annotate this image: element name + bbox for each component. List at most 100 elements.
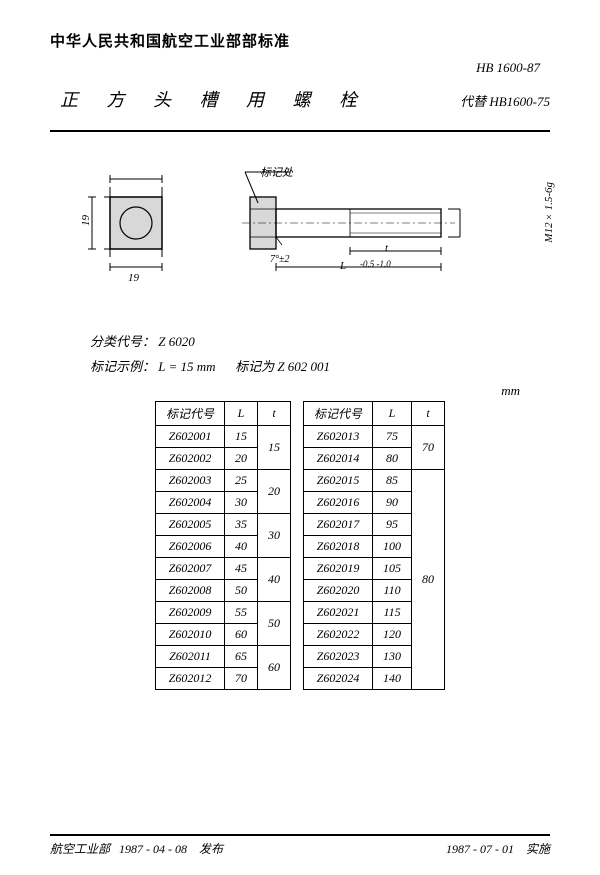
spec-table-right: 标记代号LtZ6020137570Z60201480Z6020158580Z60… [303, 401, 445, 690]
unit-label: mm [50, 383, 520, 399]
cell-l: 65 [225, 646, 258, 668]
class-label: 分类代号： [90, 334, 155, 349]
cell-l: 50 [225, 580, 258, 602]
footer-issue-word: 发布 [199, 842, 223, 856]
cell-code: Z602002 [155, 448, 224, 470]
table-row: Z6020158580 [304, 470, 445, 492]
cell-t: 80 [412, 470, 445, 690]
meta-block: 分类代号： Z 6020 标记示例： L = 15 mm 标记为 Z 602 0… [90, 330, 550, 379]
cell-code: Z602021 [304, 602, 373, 624]
replaces-label: 代替 [460, 94, 486, 109]
cell-code: Z602017 [304, 514, 373, 536]
cell-code: Z602004 [155, 492, 224, 514]
dim-t: t [385, 242, 388, 254]
table-row: Z6020095550 [155, 602, 290, 624]
cell-l: 110 [373, 580, 412, 602]
cell-code: Z602014 [304, 448, 373, 470]
cell-l: 15 [225, 426, 258, 448]
cell-t: 20 [258, 470, 291, 514]
table-row: Z6020032520 [155, 470, 290, 492]
class-code: Z 6020 [158, 334, 194, 349]
cell-l: 130 [373, 646, 412, 668]
table-row: Z6020053530 [155, 514, 290, 536]
cell-l: 85 [373, 470, 412, 492]
cell-code: Z602024 [304, 668, 373, 690]
cell-code: Z602018 [304, 536, 373, 558]
spec-table-left: 标记代号LtZ6020011515Z60200220Z6020032520Z60… [155, 401, 291, 690]
cell-l: 120 [373, 624, 412, 646]
cell-code: Z602022 [304, 624, 373, 646]
cell-code: Z602011 [155, 646, 224, 668]
cell-l: 20 [225, 448, 258, 470]
example-mark: 标记为 Z 602 001 [235, 359, 330, 374]
cell-l: 75 [373, 426, 412, 448]
table-row: Z6020116560 [155, 646, 290, 668]
footer-issuer: 航空工业部 [50, 842, 110, 856]
standard-code: HB 1600-87 [476, 60, 540, 76]
dim-l-tol: -0.5 -1.0 [360, 260, 391, 268]
col-header: L [225, 402, 258, 426]
replaces: 代替 HB1600-75 [460, 91, 550, 110]
spec-tables: 标记代号LtZ6020011515Z60200220Z6020032520Z60… [50, 401, 550, 690]
footer-impl-date: 1987 - 07 - 01 [446, 842, 514, 856]
cell-t: 40 [258, 558, 291, 602]
cell-code: Z602016 [304, 492, 373, 514]
cell-l: 45 [225, 558, 258, 580]
cell-code: Z602013 [304, 426, 373, 448]
bolt-drawing-svg [50, 142, 550, 322]
org-header: 中华人民共和国航空工业部部标准 [50, 30, 550, 51]
cell-code: Z602001 [155, 426, 224, 448]
dim-head-w: 19 [128, 272, 139, 284]
dim-chamfer: 7°±2 [270, 254, 290, 265]
cell-l: 105 [373, 558, 412, 580]
cell-code: Z602019 [304, 558, 373, 580]
footer: 航空工业部 1987 - 04 - 08 发布 1987 - 07 - 01 实… [50, 834, 550, 857]
col-header: t [412, 402, 445, 426]
doc-title: 正 方 头 槽 用 螺 栓 [60, 86, 369, 112]
table-row: Z6020074540 [155, 558, 290, 580]
example-value: L = 15 mm [158, 359, 215, 374]
col-header: 标记代号 [304, 402, 373, 426]
cell-l: 140 [373, 668, 412, 690]
cell-l: 55 [225, 602, 258, 624]
cell-code: Z602009 [155, 602, 224, 624]
cell-l: 80 [373, 448, 412, 470]
cell-l: 25 [225, 470, 258, 492]
title-row: 正 方 头 槽 用 螺 栓 代替 HB1600-75 [50, 86, 550, 112]
cell-t: 50 [258, 602, 291, 646]
dim-l: L [340, 260, 346, 272]
cell-code: Z602012 [155, 668, 224, 690]
col-header: t [258, 402, 291, 426]
cell-l: 60 [225, 624, 258, 646]
cell-l: 35 [225, 514, 258, 536]
cell-t: 30 [258, 514, 291, 558]
cell-l: 70 [225, 668, 258, 690]
cell-l: 90 [373, 492, 412, 514]
table-row: Z6020137570 [304, 426, 445, 448]
cell-t: 70 [412, 426, 445, 470]
example-label: 标记示例： [90, 359, 155, 374]
cell-l: 30 [225, 492, 258, 514]
cell-code: Z602010 [155, 624, 224, 646]
col-header: L [373, 402, 412, 426]
cell-t: 15 [258, 426, 291, 470]
footer-issue-date: 1987 - 04 - 08 [119, 842, 187, 856]
divider-top [50, 130, 550, 132]
cell-code: Z602007 [155, 558, 224, 580]
cell-code: Z602003 [155, 470, 224, 492]
technical-diagram: 标记处 M12×1.5-6g [50, 142, 550, 322]
cell-code: Z602023 [304, 646, 373, 668]
cell-l: 100 [373, 536, 412, 558]
footer-impl-word: 实施 [526, 842, 550, 856]
cell-code: Z602005 [155, 514, 224, 536]
cell-t: 60 [258, 646, 291, 690]
cell-code: Z602015 [304, 470, 373, 492]
col-header: 标记代号 [155, 402, 224, 426]
cell-code: Z602006 [155, 536, 224, 558]
cell-l: 40 [225, 536, 258, 558]
table-row: Z6020011515 [155, 426, 290, 448]
dim-head-h: 19 [80, 215, 92, 226]
cell-l: 95 [373, 514, 412, 536]
cell-l: 115 [373, 602, 412, 624]
replaces-code: HB1600-75 [489, 94, 550, 109]
